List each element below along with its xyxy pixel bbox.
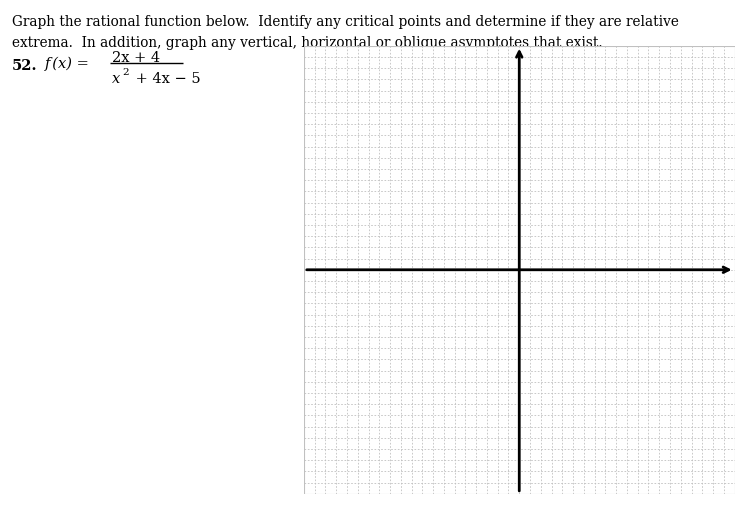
- Text: + 4x − 5: + 4x − 5: [131, 72, 200, 87]
- Text: 2x + 4: 2x + 4: [112, 51, 160, 65]
- Text: Graph the rational function below.  Identify any critical points and determine i: Graph the rational function below. Ident…: [12, 15, 679, 30]
- Text: extrema.  In addition, graph any vertical, horizontal or oblique asymptotes that: extrema. In addition, graph any vertical…: [12, 36, 603, 50]
- Text: 2: 2: [122, 68, 129, 77]
- Text: f (x) =: f (x) =: [45, 57, 89, 71]
- Text: 52.: 52.: [12, 59, 37, 73]
- Text: x: x: [112, 72, 120, 87]
